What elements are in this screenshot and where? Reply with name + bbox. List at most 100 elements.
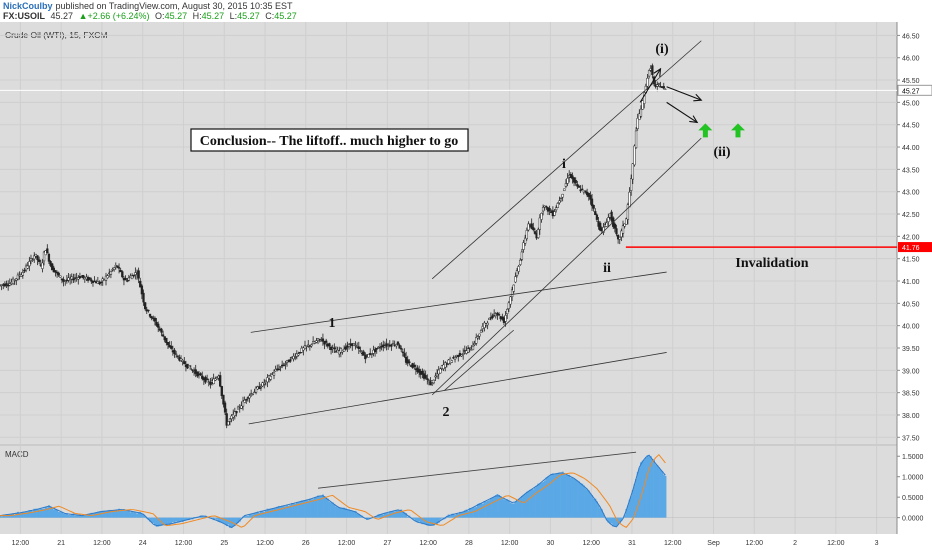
macd-hist-bar <box>124 509 127 518</box>
macd-hist-bar <box>441 517 443 519</box>
macd-hist-bar <box>292 503 295 518</box>
candles <box>0 63 667 429</box>
x-tick-label: 3 <box>875 540 879 547</box>
candle-body <box>610 211 613 221</box>
candle-body <box>515 270 519 276</box>
macd-pane-background <box>0 446 897 534</box>
candle-body <box>517 266 520 272</box>
arrow-up-right-head <box>653 67 662 77</box>
macd-hist-bar <box>56 509 59 518</box>
candle-body <box>592 205 595 209</box>
macd-hist-bar <box>630 496 633 518</box>
macd-hist-bar <box>566 475 569 518</box>
macd-divergence-line <box>317 451 637 489</box>
macd-hist-bar <box>87 515 90 518</box>
macd-hist-bar <box>36 509 39 518</box>
macd-hist-bar <box>641 460 644 518</box>
macd-hist-bar <box>328 501 331 518</box>
macd-hist-bar <box>126 510 129 518</box>
candle-body <box>157 323 160 328</box>
macd-hist-bar <box>335 506 337 518</box>
candle-body <box>510 289 514 298</box>
macd-hist-bar <box>356 513 359 518</box>
macd-hist-bar <box>250 513 253 518</box>
macd-hist-bar <box>284 506 287 518</box>
macd-hist-bar <box>41 508 44 518</box>
macd-hist-bar <box>276 506 279 518</box>
macd-hist-bar <box>165 517 168 526</box>
macd-hist-bar <box>421 517 424 525</box>
macd-hist-bar <box>586 489 589 518</box>
macd-hist-bar <box>395 510 398 518</box>
macd-hist-bar <box>341 507 344 518</box>
macd-hist-bar <box>178 517 181 523</box>
y-tick-label: 39.50 <box>902 346 920 353</box>
macd-hist-bar <box>434 517 437 524</box>
macd-hist-bar <box>240 517 243 519</box>
candle-body <box>240 405 243 409</box>
candle-body <box>227 421 230 426</box>
x-tick-label: 12:00 <box>746 540 764 547</box>
candle-body <box>307 344 310 347</box>
macd-hist-bar <box>344 508 347 518</box>
x-tick-label: 12:00 <box>501 540 519 547</box>
macd-hist-bar <box>313 497 316 518</box>
wave-ii-label: ii <box>603 261 611 276</box>
macd-y-tick-label: 0.5000 <box>902 495 924 502</box>
candle-body <box>636 118 639 129</box>
macd-hist-bar <box>15 512 18 518</box>
macd-hist-bar <box>635 479 638 518</box>
macd-hist-bar <box>49 506 52 518</box>
candle-body <box>70 276 73 280</box>
macd-hist-bar <box>51 508 54 518</box>
macd-hist-bar <box>295 501 298 518</box>
up-arrow-icon: ▲ <box>79 11 88 21</box>
candle-body <box>391 343 395 345</box>
main-pane-background <box>0 22 897 444</box>
macd-hist-bar <box>114 510 117 518</box>
candle-body <box>426 378 429 380</box>
macd-hist-bar <box>640 462 642 518</box>
candle-body <box>574 179 577 184</box>
candle-body <box>15 278 18 281</box>
macd-hist-bar <box>31 511 34 518</box>
candle-body <box>434 375 437 378</box>
macd-hist-bar <box>659 469 662 518</box>
macd-hist-bar <box>627 505 629 518</box>
candle-body <box>37 259 41 262</box>
macd-hist-bar <box>7 514 10 518</box>
y-tick-label: 38.00 <box>902 413 920 420</box>
y-tick-label: 44.00 <box>902 145 920 152</box>
macd-hist-bar <box>282 506 285 518</box>
candle-body <box>478 333 481 337</box>
candle-body <box>77 277 80 280</box>
candle-body <box>113 267 116 270</box>
macd-hist-bar <box>615 517 618 527</box>
candle-body <box>639 108 643 117</box>
y-tick-label: 41.50 <box>902 257 920 264</box>
macd-hist-bar <box>155 517 158 527</box>
y-tick-label: 46.00 <box>902 56 920 63</box>
macd-hist-bar <box>163 517 166 526</box>
macd-hist-bar <box>613 517 616 527</box>
macd-hist-bar <box>628 499 631 518</box>
candle-body <box>214 378 217 381</box>
macd-hist-bar <box>224 517 227 525</box>
macd-hist-bar <box>157 517 160 527</box>
candle-body <box>298 351 302 354</box>
candle-body <box>432 379 435 384</box>
macd-hist-bar <box>305 500 308 518</box>
candle-body <box>5 283 8 286</box>
candle-body <box>398 344 401 349</box>
macd-hist-bar <box>419 517 422 523</box>
candle-body <box>623 223 626 227</box>
macd-hist-bar <box>609 517 611 524</box>
macd-hist-bar <box>618 517 621 524</box>
macd-hist-bar <box>170 517 173 524</box>
candle-body <box>548 208 551 212</box>
macd-hist-bar <box>23 512 26 518</box>
macd-hist-bar <box>287 505 290 518</box>
macd-hist-bar <box>152 517 155 524</box>
channel-2-lower <box>431 137 702 396</box>
